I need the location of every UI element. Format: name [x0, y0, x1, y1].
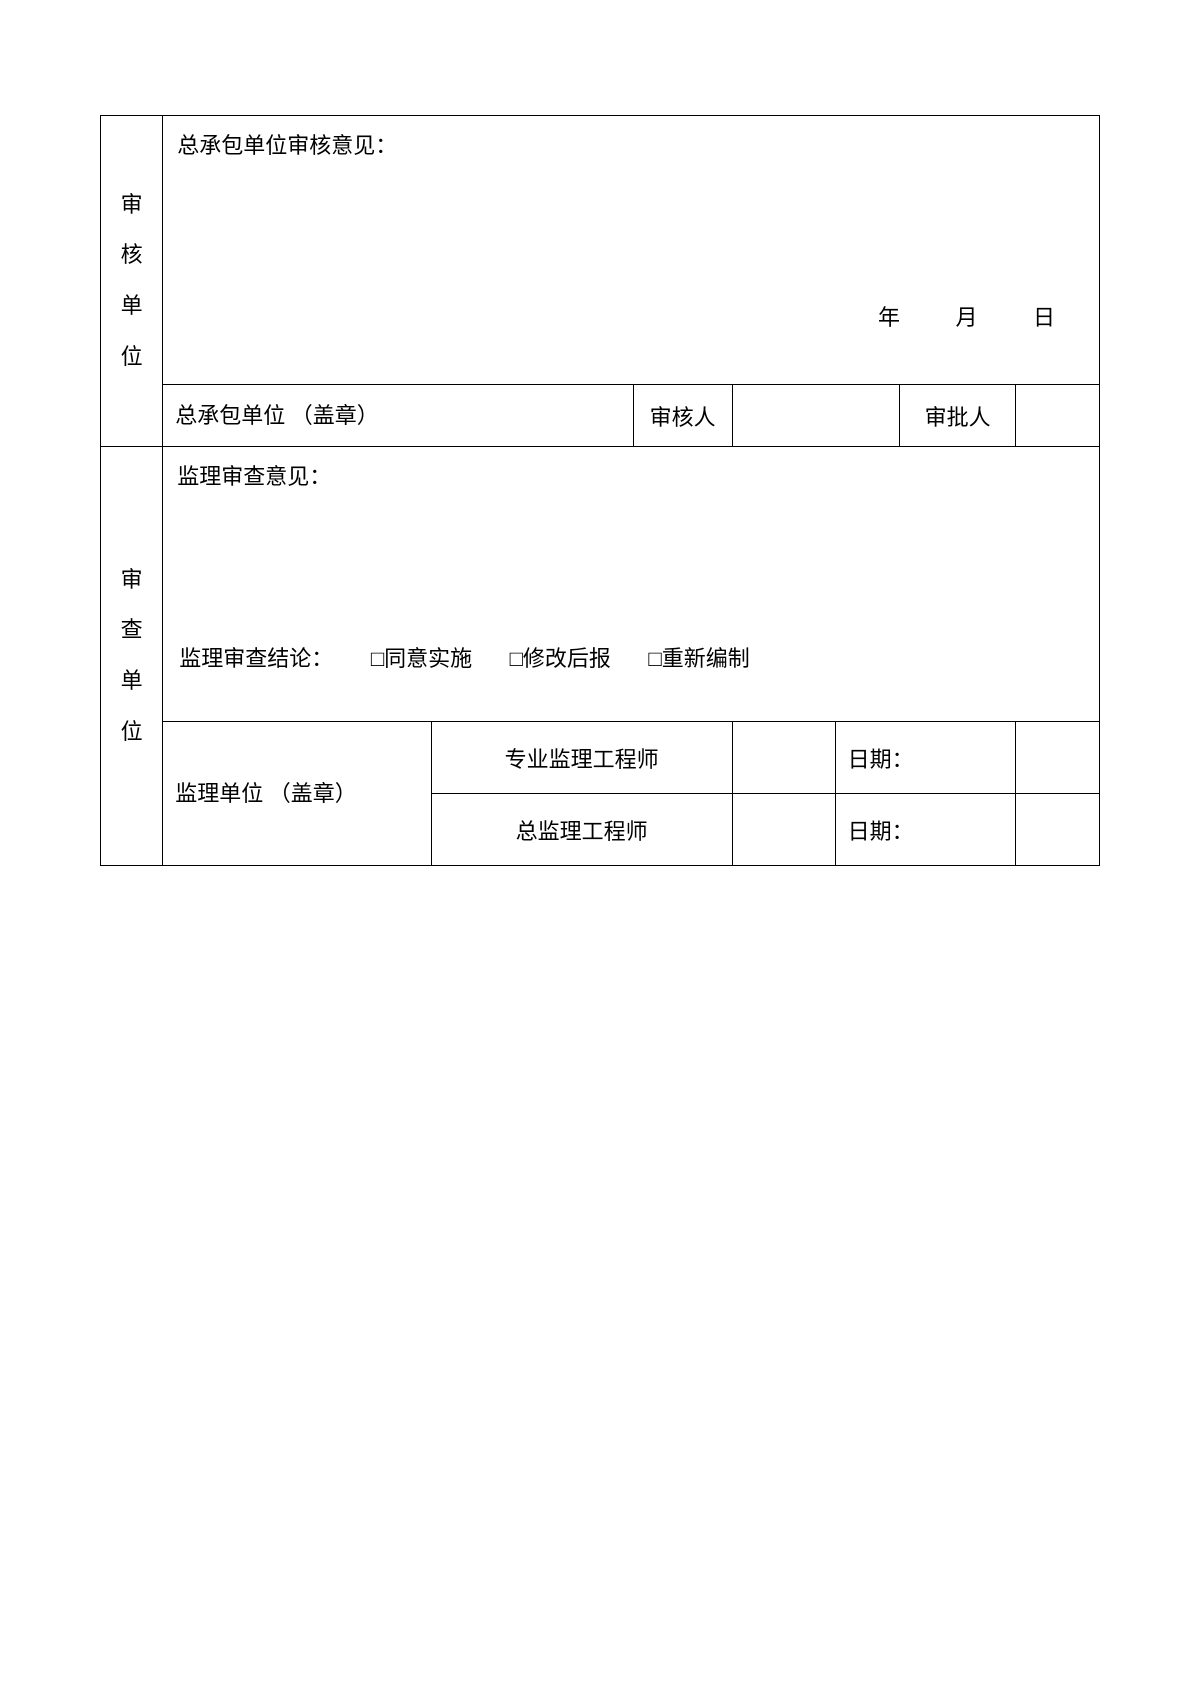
date-month-label: 月	[955, 300, 977, 332]
page-container: 审核单位 总承包单位审核意见： 年 月 日 总承包单位 （盖章） 审核人 审批人	[0, 0, 1200, 866]
engineer1-date-label: 日期：	[835, 722, 1015, 794]
engineer2-date-label: 日期：	[835, 794, 1015, 866]
conclusion-label: 监理审查结论：	[179, 646, 333, 671]
section1-header: 审核单位	[101, 116, 163, 447]
section1-date-line: 年 月 日	[177, 300, 1085, 332]
spacer	[177, 332, 1085, 372]
form-table: 审核单位 总承包单位审核意见： 年 月 日 总承包单位 （盖章） 审核人 审批人	[100, 115, 1100, 866]
engineer2-date-value[interactable]	[1016, 794, 1100, 866]
checkbox-option-1[interactable]: □同意实施	[371, 641, 472, 673]
checkbox-option-2[interactable]: □修改后报	[510, 641, 611, 673]
section2-seal-cell: 监理单位 （盖章）	[163, 722, 432, 866]
section2-opinion-title: 监理审查意见：	[177, 459, 1085, 491]
section2-opinion-cell: 监理审查意见： 监理审查结论： □同意实施 □修改后报 □重新编制	[163, 447, 1100, 722]
approver-label-cell: 审批人	[900, 385, 1016, 447]
section2-header-text: 审查单位	[101, 555, 162, 757]
reviewer-value-cell[interactable]	[732, 385, 900, 447]
engineer1-label-cell: 专业监理工程师	[431, 722, 732, 794]
approver-value-cell[interactable]	[1016, 385, 1100, 447]
checkbox-option-3[interactable]: □重新编制	[648, 641, 749, 673]
section1-header-text: 审核单位	[101, 180, 162, 382]
section2-opinion-row: 审查单位 监理审查意见： 监理审查结论： □同意实施 □修改后报 □重新编制	[101, 447, 1100, 722]
section1-seal-cell: 总承包单位 （盖章）	[163, 385, 633, 447]
engineer1-date-value[interactable]	[1016, 722, 1100, 794]
section1-opinion-title: 总承包单位审核意见：	[177, 128, 1085, 160]
date-year-label: 年	[878, 300, 900, 332]
engineer2-label-cell: 总监理工程师	[431, 794, 732, 866]
section2-engineer1-row: 监理单位 （盖章） 专业监理工程师 日期：	[101, 722, 1100, 794]
section1-opinion-row: 审核单位 总承包单位审核意见： 年 月 日	[101, 116, 1100, 385]
section2-header: 审查单位	[101, 447, 163, 866]
section1-signature-row: 总承包单位 （盖章） 审核人 审批人	[101, 385, 1100, 447]
date-day-label: 日	[1033, 300, 1055, 332]
reviewer-label-cell: 审核人	[633, 385, 732, 447]
conclusion-line: 监理审查结论： □同意实施 □修改后报 □重新编制	[177, 641, 1085, 673]
section1-opinion-cell: 总承包单位审核意见： 年 月 日	[163, 116, 1100, 385]
engineer1-value-cell[interactable]	[732, 722, 835, 794]
engineer2-value-cell[interactable]	[732, 794, 835, 866]
